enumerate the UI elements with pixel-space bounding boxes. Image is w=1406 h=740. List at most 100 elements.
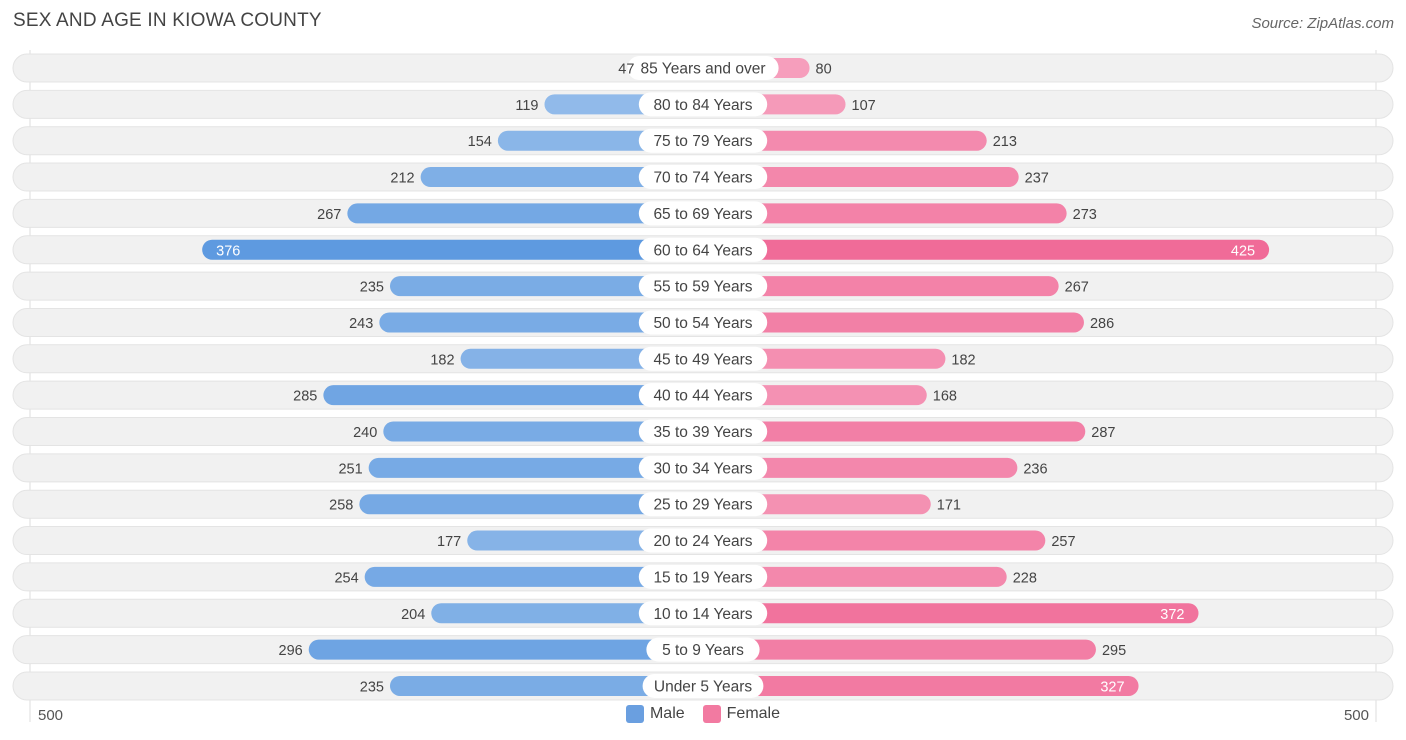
female-value-label: 80 bbox=[816, 62, 832, 78]
male-value-label: 240 bbox=[353, 425, 377, 441]
category-label-bg bbox=[646, 637, 760, 662]
legend-label-female: Female bbox=[726, 705, 781, 722]
female-bar bbox=[703, 239, 1270, 260]
male-value-label: 47 bbox=[618, 62, 634, 78]
legend: Male Female bbox=[0, 705, 1406, 723]
female-value-label: 107 bbox=[852, 98, 876, 114]
female-bar bbox=[703, 675, 1139, 696]
category-label-bg bbox=[638, 455, 768, 480]
male-value-label: 177 bbox=[437, 534, 461, 550]
male-value-label: 235 bbox=[360, 679, 384, 695]
axis-left-label: 500 bbox=[38, 707, 64, 724]
male-value-label: 212 bbox=[390, 171, 414, 187]
category-label-bg bbox=[638, 310, 768, 335]
male-bar bbox=[308, 639, 703, 660]
male-bar bbox=[364, 566, 703, 587]
category-label-bg bbox=[638, 165, 768, 190]
legend-label-male: Male bbox=[649, 705, 685, 722]
male-value-label: 235 bbox=[360, 280, 384, 296]
female-bar bbox=[703, 603, 1199, 624]
male-value-label: 258 bbox=[329, 498, 353, 514]
male-value-label: 182 bbox=[430, 352, 454, 368]
source-attribution: Source: ZipAtlas.com bbox=[1251, 15, 1394, 32]
category-label-bg bbox=[638, 492, 768, 517]
female-value-label: 257 bbox=[1051, 534, 1075, 550]
category-label: 10 to 14 Years bbox=[653, 606, 752, 623]
female-bar bbox=[703, 639, 1096, 660]
female-value-label: 425 bbox=[1231, 243, 1255, 259]
category-label: 80 to 84 Years bbox=[653, 97, 752, 114]
female-value-label: 327 bbox=[1100, 679, 1124, 695]
category-label: 50 to 54 Years bbox=[653, 315, 752, 332]
chart-title: SEX AND AGE IN KIOWA COUNTY bbox=[13, 10, 322, 31]
female-value-label: 295 bbox=[1102, 643, 1126, 659]
category-label: 5 to 9 Years bbox=[662, 642, 744, 659]
category-label: 40 to 44 Years bbox=[653, 388, 752, 405]
male-value-label: 204 bbox=[401, 607, 425, 623]
female-swatch bbox=[702, 705, 721, 723]
category-label-bg bbox=[642, 673, 764, 698]
female-bar bbox=[703, 566, 1007, 587]
female-bar bbox=[703, 421, 1086, 442]
male-bar bbox=[347, 203, 703, 224]
category-label: 65 to 69 Years bbox=[653, 206, 752, 223]
category-label: Under 5 Years bbox=[654, 678, 752, 695]
male-value-label: 285 bbox=[293, 389, 317, 405]
female-value-label: 286 bbox=[1090, 316, 1114, 332]
male-bar bbox=[368, 457, 703, 478]
male-value-label: 251 bbox=[338, 461, 362, 477]
male-value-label: 154 bbox=[468, 134, 492, 150]
category-label: 25 to 29 Years bbox=[653, 497, 752, 514]
female-value-label: 213 bbox=[993, 134, 1017, 150]
female-bar bbox=[703, 276, 1059, 297]
female-bar bbox=[703, 457, 1018, 478]
category-label-bg bbox=[627, 56, 779, 80]
male-bar bbox=[202, 239, 703, 260]
male-value-label: 296 bbox=[279, 643, 303, 659]
male-value-label: 243 bbox=[349, 316, 373, 332]
male-bar bbox=[383, 421, 703, 442]
category-label-bg bbox=[638, 564, 768, 589]
category-label: 60 to 64 Years bbox=[653, 242, 752, 259]
category-label-bg bbox=[638, 383, 768, 408]
category-label: 45 to 49 Years bbox=[653, 351, 752, 368]
female-bar bbox=[703, 312, 1084, 333]
category-label-bg bbox=[638, 92, 768, 117]
category-label-bg bbox=[638, 201, 768, 226]
category-label-bg bbox=[638, 274, 768, 299]
male-value-label: 254 bbox=[334, 570, 358, 586]
category-label: 30 to 34 Years bbox=[653, 460, 752, 477]
category-label: 55 to 59 Years bbox=[653, 279, 752, 296]
female-value-label: 171 bbox=[937, 498, 961, 514]
female-value-label: 267 bbox=[1065, 280, 1089, 296]
female-value-label: 168 bbox=[933, 389, 957, 405]
category-label-bg bbox=[638, 601, 768, 626]
male-bar bbox=[323, 385, 703, 406]
legend-item-female[interactable]: Female bbox=[702, 705, 781, 723]
male-value-label: 376 bbox=[216, 243, 240, 259]
category-label: 85 Years and over bbox=[641, 61, 766, 78]
axis-right-label: 500 bbox=[1343, 707, 1369, 724]
category-label-bg bbox=[638, 237, 768, 262]
male-swatch bbox=[625, 705, 644, 723]
male-value-label: 119 bbox=[515, 98, 538, 114]
male-value-label: 267 bbox=[317, 207, 341, 223]
female-bar bbox=[703, 130, 987, 151]
female-value-label: 372 bbox=[1160, 607, 1184, 623]
female-bar bbox=[703, 530, 1046, 551]
female-value-label: 237 bbox=[1025, 171, 1049, 187]
category-label: 75 to 79 Years bbox=[653, 133, 752, 150]
female-value-label: 182 bbox=[951, 352, 975, 368]
female-bar bbox=[703, 203, 1067, 224]
male-bar bbox=[389, 276, 703, 297]
category-label: 20 to 24 Years bbox=[653, 533, 752, 550]
category-label-bg bbox=[638, 528, 768, 553]
category-label: 35 to 39 Years bbox=[653, 424, 752, 441]
male-bar bbox=[379, 312, 703, 333]
male-bar bbox=[389, 675, 703, 696]
male-bar bbox=[431, 603, 703, 624]
category-label-bg bbox=[638, 128, 768, 153]
female-value-label: 228 bbox=[1013, 570, 1037, 586]
legend-item-male[interactable]: Male bbox=[625, 705, 685, 723]
